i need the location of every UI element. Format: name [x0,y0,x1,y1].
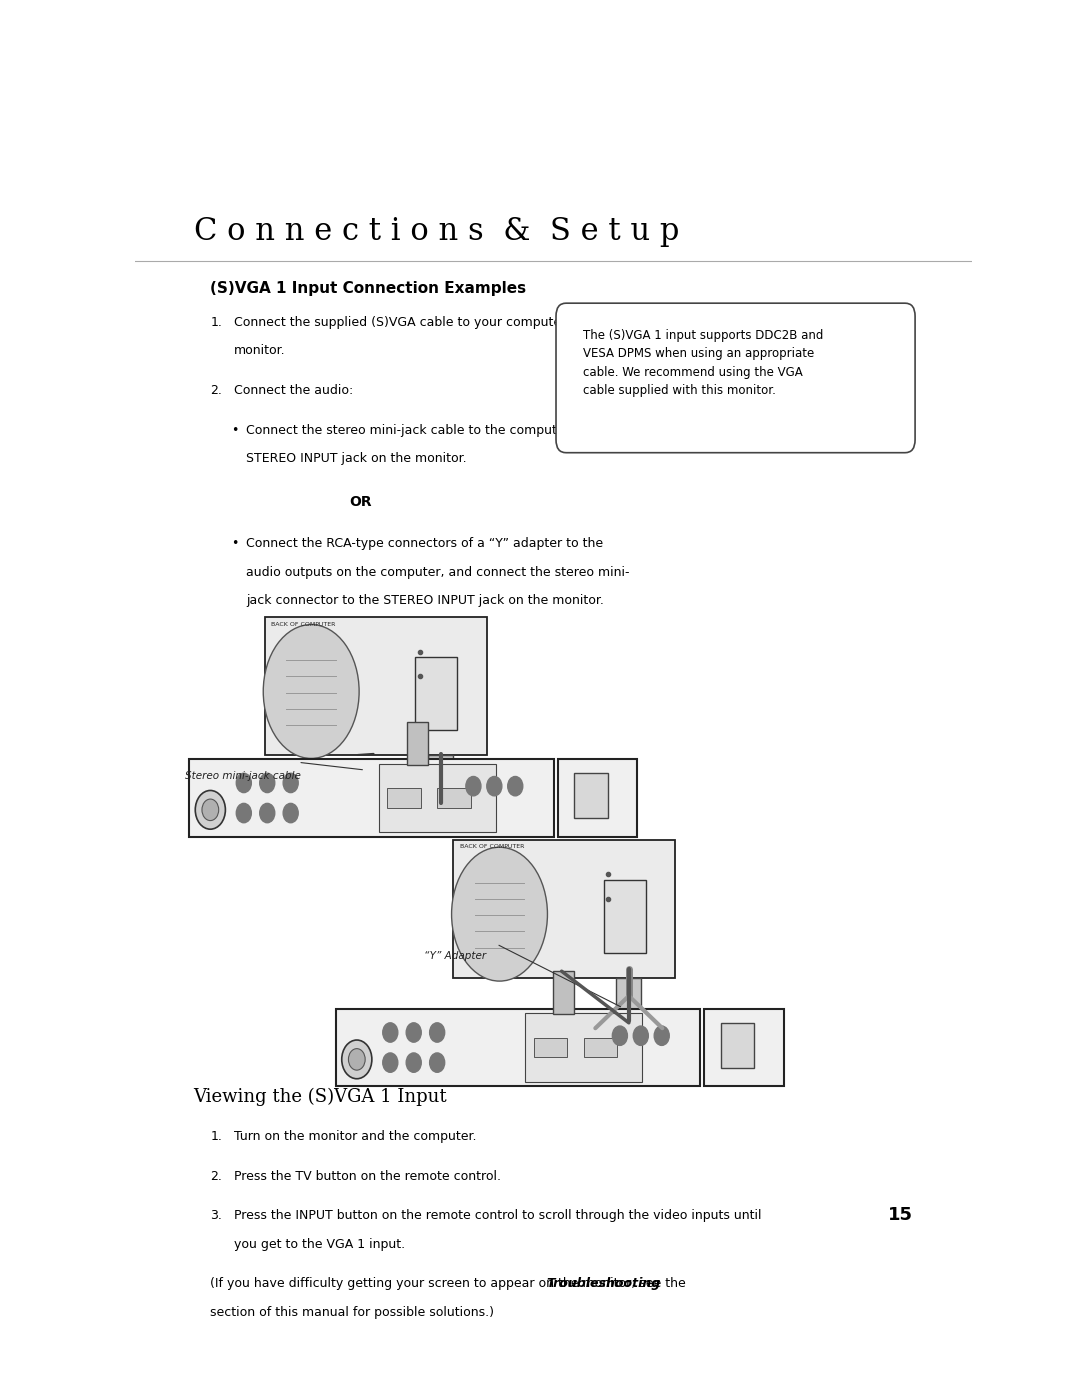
Text: The (S)VGA 1 input supports DDC2B and
VESA DPMS when using an appropriate
cable.: The (S)VGA 1 input supports DDC2B and VE… [583,330,823,398]
Text: audio outputs on the computer, and connect the stereo mini-: audio outputs on the computer, and conne… [246,566,630,578]
Circle shape [406,1053,421,1073]
Bar [557,760,637,837]
Text: jack connector to the STEREO INPUT jack on the monitor.: jack connector to the STEREO INPUT jack … [246,594,604,606]
Circle shape [487,777,502,796]
Circle shape [633,1025,648,1045]
Circle shape [654,1025,670,1045]
Circle shape [612,1025,627,1045]
Bar [604,880,646,953]
Text: BACK OF COMPUTER: BACK OF COMPUTER [271,622,336,627]
Text: Turn on the monitor and the computer.: Turn on the monitor and the computer. [233,1130,476,1143]
Bar [336,1009,700,1087]
Circle shape [283,803,298,823]
Circle shape [349,1049,365,1070]
Text: Connect the stereo mini-jack cable to the computer and to the: Connect the stereo mini-jack cable to th… [246,423,638,437]
Text: you get to the VGA 1 input.: you get to the VGA 1 input. [233,1238,405,1250]
Bar [416,657,457,731]
Circle shape [259,774,274,792]
Bar [721,1023,755,1067]
Text: section of this manual for possible solutions.): section of this manual for possible solu… [211,1306,495,1319]
Text: STEREO INPUT jack on the monitor.: STEREO INPUT jack on the monitor. [246,453,467,465]
Text: Connect the audio:: Connect the audio: [233,384,353,397]
Circle shape [585,1025,606,1052]
Circle shape [237,803,252,823]
Bar [454,840,675,978]
Circle shape [430,1053,445,1073]
Text: 2.: 2. [211,1169,222,1183]
Text: OR: OR [350,495,373,509]
Text: •: • [231,536,239,550]
Bar [617,978,642,1021]
Text: (If you have difficulty getting your screen to appear on the monitor, see the: (If you have difficulty getting your scr… [211,1277,690,1289]
Bar [265,617,486,754]
Text: C o n n e c t i o n s  &  S e t u p: C o n n e c t i o n s & S e t u p [193,217,679,247]
Text: Viewing the (S)VGA 1 Input: Viewing the (S)VGA 1 Input [193,1087,447,1105]
Circle shape [406,1023,421,1042]
Text: Press the INPUT button on the remote control to scroll through the video inputs : Press the INPUT button on the remote con… [233,1208,761,1222]
Circle shape [202,799,218,820]
Text: 1.: 1. [211,1130,222,1143]
Bar [704,1009,784,1087]
Bar [553,971,575,1014]
Text: Press the TV button on the remote control.: Press the TV button on the remote contro… [233,1169,501,1183]
Circle shape [195,791,226,830]
Circle shape [341,1039,372,1078]
Text: monitor.: monitor. [233,345,285,358]
Bar [584,1038,618,1058]
Text: 15: 15 [889,1206,914,1224]
Text: •: • [231,423,239,437]
Text: BACK OF COMPUTER: BACK OF COMPUTER [460,844,524,849]
FancyBboxPatch shape [556,303,915,453]
Circle shape [237,774,252,792]
Circle shape [508,777,523,796]
Bar [534,1038,567,1058]
Bar [525,1013,643,1081]
Circle shape [430,1023,445,1042]
Text: Troubleshooting: Troubleshooting [546,1277,661,1289]
Circle shape [259,803,274,823]
Bar [189,760,554,837]
FancyBboxPatch shape [264,624,360,759]
Text: 3.: 3. [211,1208,222,1222]
Circle shape [465,777,481,796]
Text: (S)VGA 1 Input Connection Examples: (S)VGA 1 Input Connection Examples [211,281,526,296]
Circle shape [382,1023,397,1042]
Text: 2.: 2. [211,384,222,397]
Bar [407,722,428,764]
Circle shape [283,774,298,792]
Bar [428,754,454,803]
Circle shape [382,1053,397,1073]
Text: Stereo mini-jack cable: Stereo mini-jack cable [186,771,301,781]
Bar [575,774,608,819]
Bar [379,764,496,833]
Text: Connect the RCA-type connectors of a “Y” adapter to the: Connect the RCA-type connectors of a “Y”… [246,536,604,550]
Bar [387,788,420,807]
Text: “Y” Adapter: “Y” Adapter [423,951,486,961]
FancyBboxPatch shape [451,847,548,981]
Circle shape [652,1025,673,1052]
Bar [437,788,471,807]
Text: Connect the supplied (S)VGA cable to your computer and to the: Connect the supplied (S)VGA cable to you… [233,316,635,330]
Text: 1.: 1. [211,316,222,330]
